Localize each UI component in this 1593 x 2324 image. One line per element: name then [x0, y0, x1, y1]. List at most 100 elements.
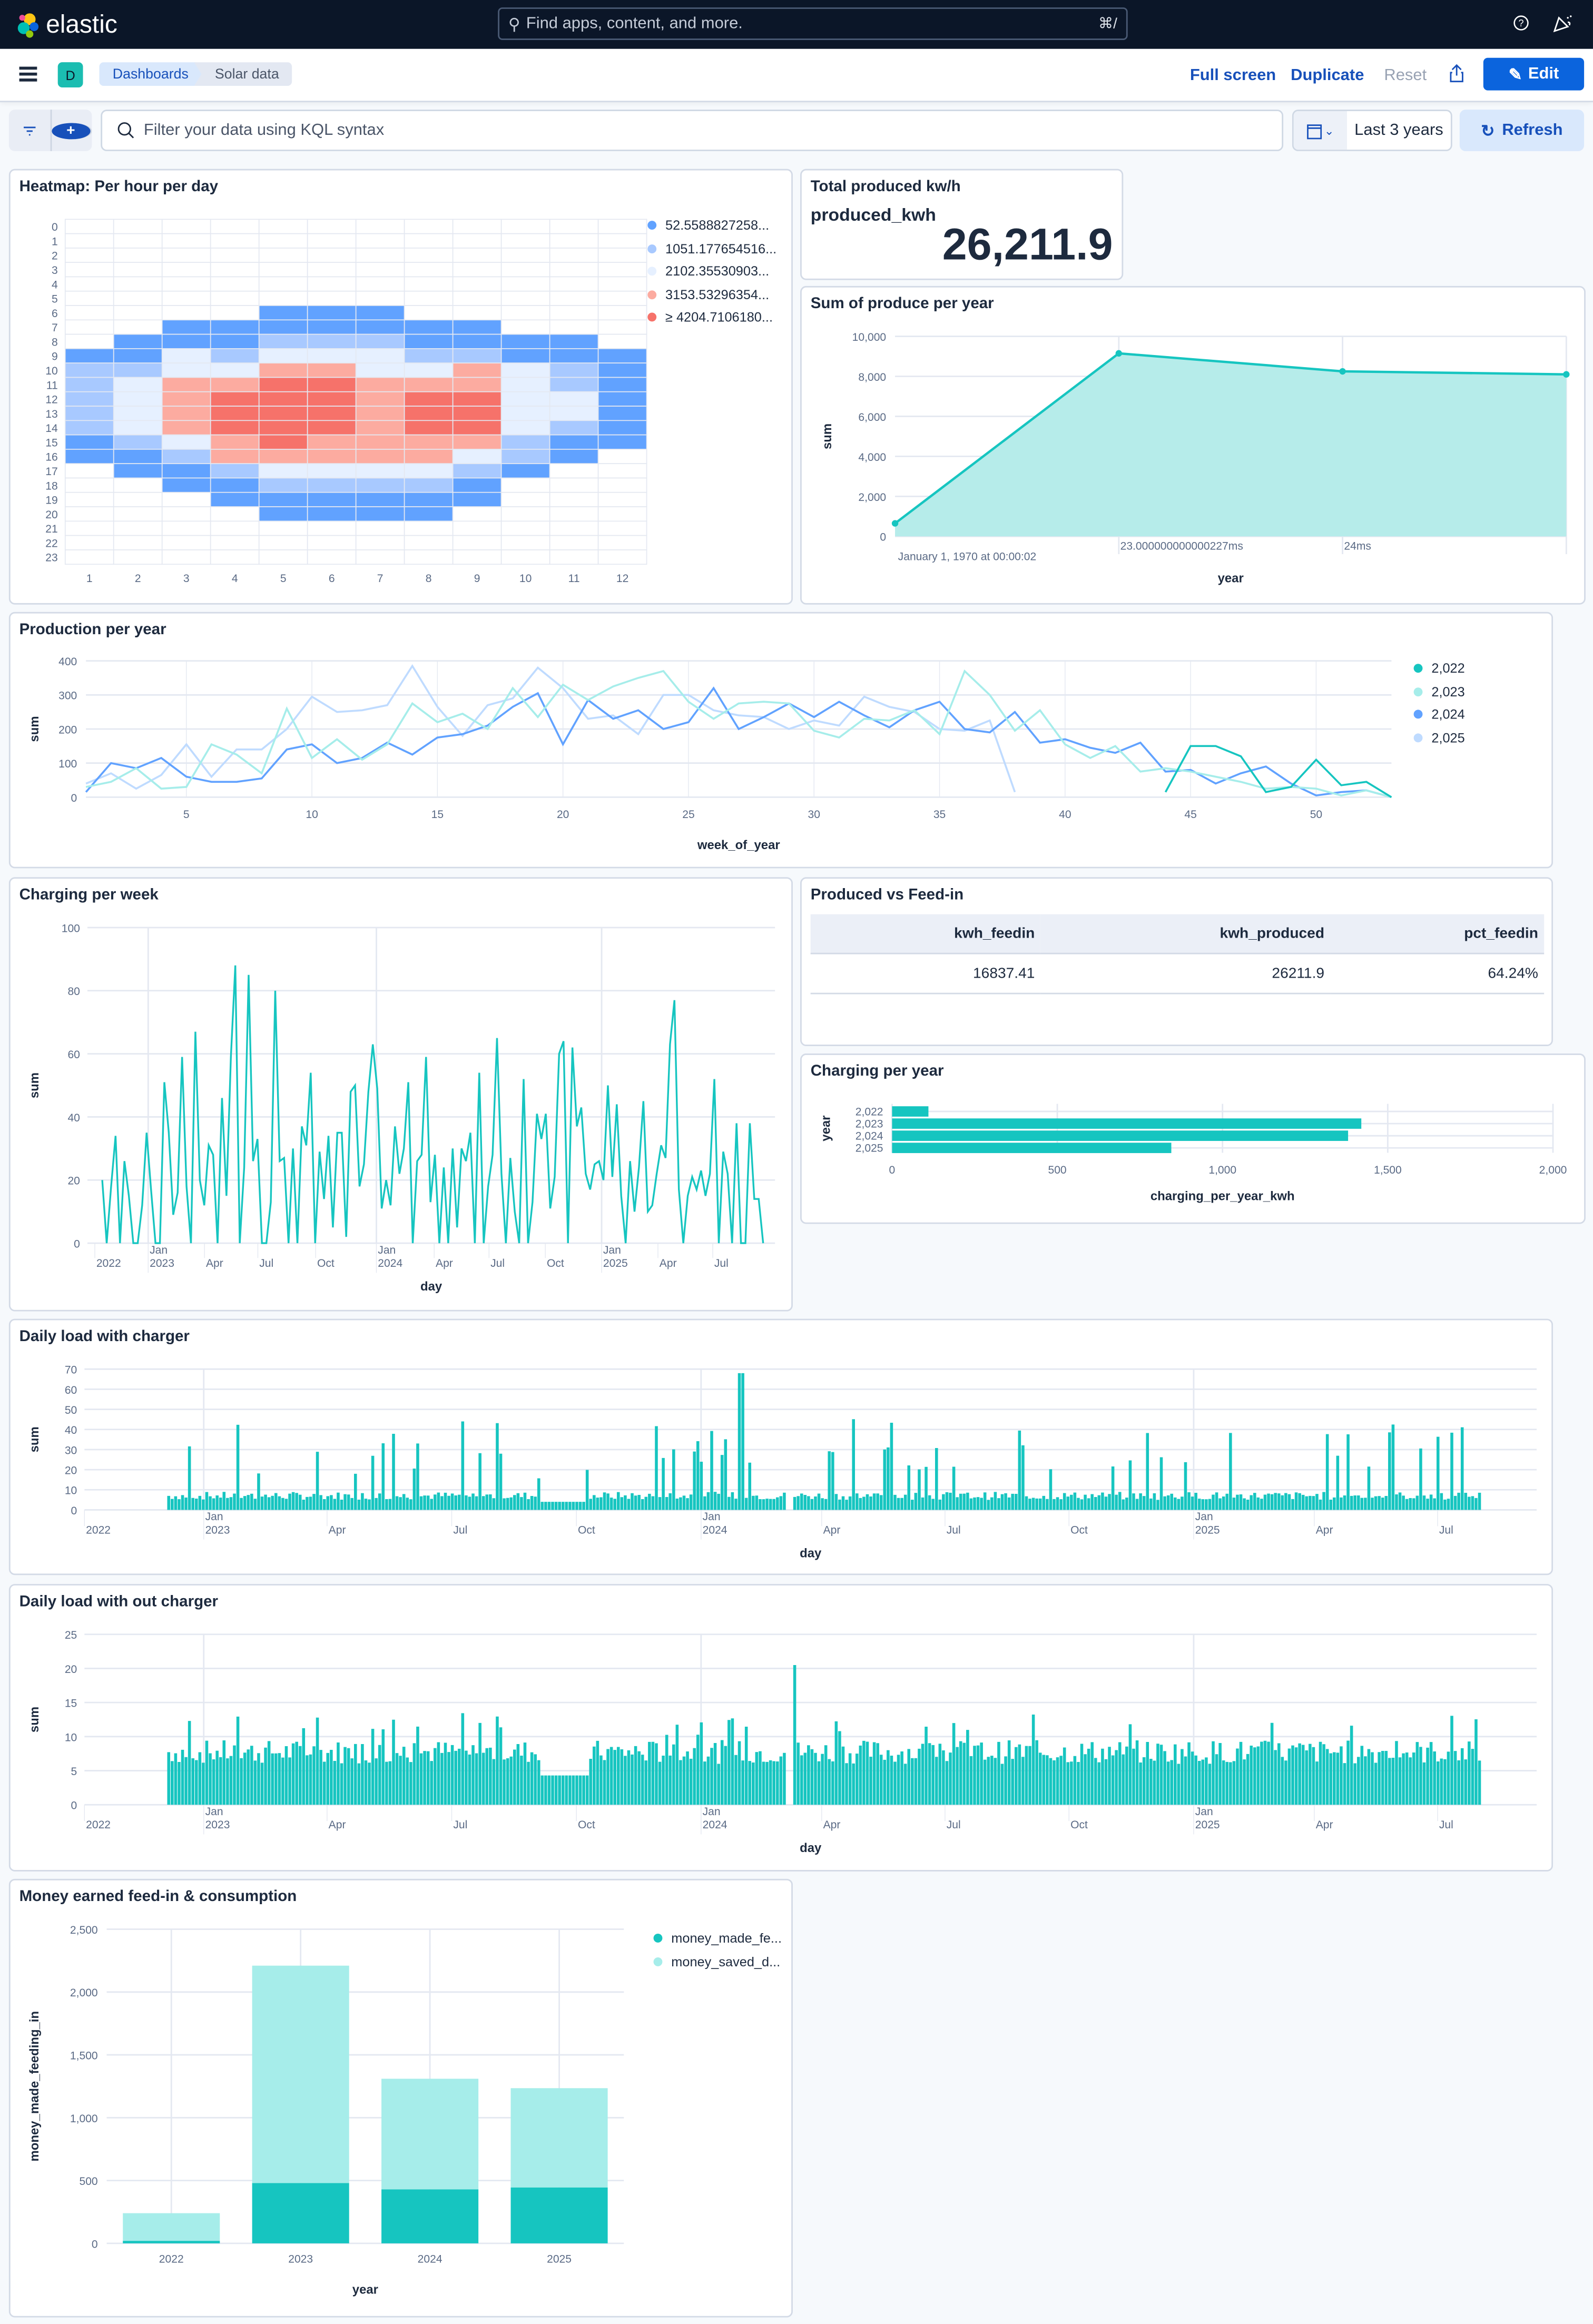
full-screen-button[interactable]: Full screen — [1189, 66, 1276, 85]
heatmap-cell — [161, 491, 211, 507]
panel-charging-per-week: Charging per week 0 20 40 60 80 100 2022 Jan 202… — [8, 877, 793, 1312]
y-tick-label: 10 — [45, 365, 57, 377]
heatmap-cell — [355, 248, 405, 263]
heatmap-cell — [500, 319, 550, 335]
y-tick-label: 18 — [45, 480, 57, 492]
x-tick-label: Oct — [578, 1524, 595, 1536]
help-icon[interactable]: ? — [1513, 15, 1529, 35]
heatmap-cell — [210, 305, 260, 321]
heatmap-cell — [64, 449, 114, 465]
kql-search-input[interactable]: Filter your data using KQL syntax — [101, 110, 1284, 151]
share-icon[interactable] — [1449, 64, 1464, 87]
legend-item[interactable]: 3153.53296354... — [647, 287, 769, 302]
legend-item[interactable]: 52.5588827258... — [647, 218, 769, 233]
heatmap-cell — [597, 276, 647, 292]
heatmap-cell — [404, 362, 454, 378]
heatmap-cell — [113, 391, 163, 407]
filter-menu-icon[interactable] — [9, 110, 52, 151]
heatmap-cell — [113, 233, 163, 249]
column-header[interactable]: pct_feedin — [1330, 914, 1545, 954]
refresh-button[interactable]: ↻ Refresh — [1459, 110, 1585, 151]
pencil-icon: ✎ — [1508, 66, 1522, 84]
keyboard-shortcut: ⌘/ — [1098, 15, 1118, 32]
heatmap-cell — [161, 290, 211, 306]
heatmap-cell — [549, 477, 599, 493]
x-tick-label: 7 — [377, 573, 384, 585]
heatmap-cell — [500, 305, 550, 321]
duplicate-button[interactable]: Duplicate — [1291, 66, 1364, 85]
heatmap-cell — [355, 262, 405, 278]
legend-item[interactable]: 1051.177654516... — [647, 241, 776, 256]
y-tick-label: 30 — [65, 1444, 77, 1456]
legend-item[interactable]: money_saved_d... — [653, 1954, 780, 1969]
table-cell: 64.24% — [1330, 953, 1545, 994]
heatmap-cell — [161, 477, 211, 493]
y-tick-label: 2,023 — [856, 1118, 883, 1130]
column-header[interactable]: kwh_feedin — [810, 914, 1041, 954]
legend-item[interactable]: 2102.35530903... — [647, 264, 769, 279]
legend-item[interactable]: money_made_fe... — [653, 1931, 782, 1945]
column-header[interactable]: kwh_produced — [1040, 914, 1331, 954]
party-popper-icon[interactable] — [1553, 15, 1572, 37]
heatmap-cell — [549, 506, 599, 522]
heatmap-cell — [452, 377, 502, 392]
heatmap-cell — [549, 449, 599, 465]
heatmap-cell — [64, 362, 114, 378]
heatmap-cell — [355, 535, 405, 550]
chevron-down-icon: ⌄ — [1324, 123, 1334, 137]
bar — [892, 1118, 1362, 1129]
heatmap-cell — [258, 319, 308, 335]
heatmap-cell — [549, 391, 599, 407]
space-avatar[interactable]: D — [57, 62, 83, 87]
global-search-input[interactable]: ⚲ Find apps, content, and more. ⌘/ — [498, 7, 1128, 40]
calendar-icon[interactable]: ⌄ — [1293, 111, 1348, 150]
heatmap-cell — [355, 491, 405, 507]
heatmap-cell — [258, 377, 308, 392]
legend-item[interactable]: 2,022 — [1413, 661, 1465, 676]
heatmap-cell — [113, 549, 163, 565]
heatmap-cell — [549, 276, 599, 292]
edit-button[interactable]: ✎ Edit — [1483, 57, 1585, 91]
heatmap-cell — [161, 434, 211, 450]
legend-item[interactable]: 2,025 — [1413, 730, 1465, 745]
heatmap-cell — [113, 248, 163, 263]
elastic-wordmark: elastic — [46, 10, 117, 39]
heatmap-cell — [210, 377, 260, 392]
legend-color-dot — [647, 221, 657, 230]
legend-item[interactable]: 2,023 — [1413, 684, 1465, 698]
breadcrumb-dashboards[interactable]: Dashboards — [99, 62, 203, 86]
heatmap-cell — [355, 362, 405, 378]
heatmap-cell — [307, 219, 357, 234]
panel-total-produced: Total produced kw/h produced_kwh 26,211.… — [800, 169, 1124, 280]
heatmap-cell — [307, 449, 357, 465]
legend-item[interactable]: 2,024 — [1413, 707, 1465, 722]
legend-item[interactable]: ≥ 4204.7106180... — [647, 310, 773, 325]
heatmap-cell — [355, 219, 405, 234]
heatmap-cell — [452, 290, 502, 306]
date-picker[interactable]: ⌄ Last 3 years — [1292, 110, 1452, 151]
x-tick-label: 5 — [183, 809, 190, 821]
data-point — [1115, 350, 1123, 357]
x-tick-label: 2,000 — [1539, 1164, 1567, 1176]
heatmap-cell — [307, 549, 357, 565]
y-tick-label: 1 — [52, 235, 58, 248]
heatmap-cell — [452, 391, 502, 407]
heatmap-cell — [161, 420, 211, 436]
heatmap-cell — [597, 290, 647, 306]
legend-color-dot — [1413, 664, 1423, 673]
heatmap-cell — [210, 506, 260, 522]
time-range-value[interactable]: Last 3 years — [1354, 121, 1443, 140]
elastic-logo[interactable]: elastic — [16, 11, 117, 40]
heatmap-cell — [64, 549, 114, 565]
bars — [167, 1665, 1481, 1805]
heatmap-cell — [549, 491, 599, 507]
bar-segment — [123, 2213, 220, 2241]
reset-button[interactable]: Reset — [1384, 66, 1427, 85]
menu-toggle-icon[interactable] — [19, 66, 37, 82]
search-icon: ⚲ — [508, 15, 520, 34]
add-filter-button[interactable]: + — [51, 110, 92, 151]
heatmap-cell — [597, 319, 647, 335]
heatmap-cell — [161, 348, 211, 364]
heatmap-cell — [161, 276, 211, 292]
x-tick-label: 6 — [329, 573, 335, 585]
